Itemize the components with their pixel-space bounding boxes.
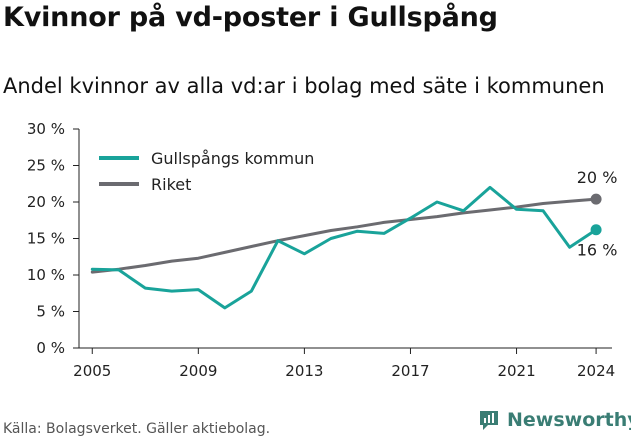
y-tick-label: 30 %: [27, 120, 65, 138]
y-tick-label: 15 %: [27, 230, 65, 248]
source-note: Källa: Bolagsverket. Gäller aktiebolag.: [3, 421, 271, 437]
x-tick-label: 2017: [391, 362, 429, 380]
x-tick-label: 2005: [73, 362, 111, 380]
y-axis: 0 % 5 % 10 % 15 % 20 % 25 % 30 %: [27, 120, 80, 357]
y-tick-label: 25 %: [27, 157, 65, 175]
brand: Newsworthy: [477, 408, 631, 432]
y-tick-label: 0 %: [36, 339, 65, 357]
chart-subtitle: Andel kvinnor av alla vd:ar i bolag med …: [3, 74, 605, 98]
y-tick-label: 20 %: [27, 193, 65, 211]
chart-lines: [90, 185, 602, 310]
legend-label: Gullspångs kommun: [151, 149, 314, 168]
end-value-label: 20 %: [577, 168, 618, 187]
x-tick-label: 2024: [577, 362, 615, 380]
end-value-label: 16 %: [577, 241, 618, 260]
x-tick-label: 2013: [285, 362, 323, 380]
legend: Gullspångs kommun Riket: [99, 149, 314, 194]
series-end-point-0: [590, 224, 602, 236]
x-tick-label: 2021: [497, 362, 535, 380]
chart-title: Kvinnor på vd-poster i Gullspång: [3, 2, 498, 33]
x-axis: 2005 2009 2013 2017 2021 2024: [73, 347, 615, 380]
y-tick-label: 10 %: [27, 266, 65, 284]
brand-name: Newsworthy: [507, 409, 631, 431]
legend-label: Riket: [151, 175, 191, 194]
newsworthy-logo-icon: [480, 411, 498, 430]
x-tick-label: 2009: [179, 362, 217, 380]
series-line-0: [90, 185, 598, 310]
end-labels: 16 % 20 %: [577, 168, 618, 260]
series-end-point-1: [590, 193, 602, 205]
y-tick-label: 5 %: [36, 303, 65, 321]
